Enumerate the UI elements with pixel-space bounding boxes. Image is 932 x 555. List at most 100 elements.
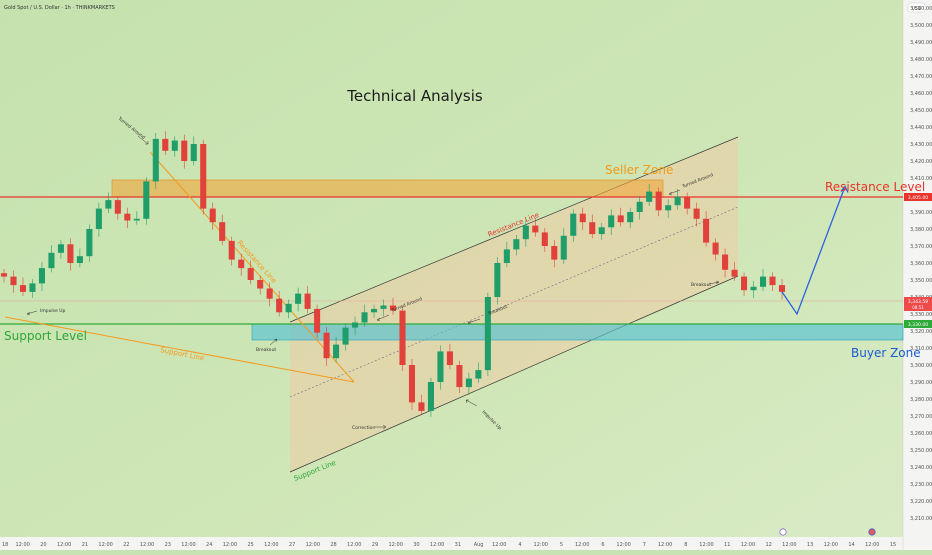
candle-body bbox=[636, 201, 643, 212]
candle bbox=[10, 270, 17, 293]
time-tick-label: 29 bbox=[372, 542, 378, 548]
candle-body bbox=[29, 283, 36, 292]
price-tick-label: 3,360.00 bbox=[910, 261, 932, 267]
projection-path bbox=[781, 185, 849, 316]
resistance-level-label: Resistance Level bbox=[825, 180, 925, 194]
arrow-correction bbox=[375, 424, 387, 430]
candle-body bbox=[105, 200, 112, 209]
event-marker-icon[interactable] bbox=[779, 528, 787, 536]
time-tick-label: 12:00 bbox=[741, 542, 755, 548]
candle-body bbox=[124, 213, 131, 221]
candle-body bbox=[494, 263, 501, 297]
time-tick-label: 24 bbox=[206, 542, 212, 548]
price-tick-label: 3,230.00 bbox=[910, 482, 932, 488]
time-tick-label: 12:00 bbox=[306, 542, 320, 548]
arrow-breakout-1 bbox=[269, 338, 278, 346]
chart-title: Technical Analysis bbox=[346, 87, 483, 105]
time-tick-label: 12:00 bbox=[492, 542, 506, 548]
price-tick-label: 3,220.00 bbox=[910, 499, 932, 505]
candle-body bbox=[228, 240, 235, 260]
candle bbox=[171, 136, 178, 157]
candle-body bbox=[389, 305, 397, 311]
candle bbox=[162, 131, 169, 156]
price-tick-label: 3,370.00 bbox=[910, 244, 932, 250]
candle bbox=[418, 394, 425, 416]
candle-body bbox=[513, 239, 520, 250]
symbol-title: Gold Spot / U.S. Dollar · 1h · THINKMARK… bbox=[4, 5, 115, 11]
candle bbox=[503, 241, 510, 268]
candle bbox=[143, 177, 150, 225]
candle bbox=[636, 195, 643, 220]
candle-body bbox=[570, 213, 577, 236]
candle-body bbox=[361, 312, 368, 323]
candle-body bbox=[152, 138, 159, 182]
candle bbox=[114, 195, 121, 220]
price-tick-label: 3,390.00 bbox=[910, 210, 932, 216]
time-tick-label: 12:00 bbox=[181, 542, 195, 548]
time-tick-label: 6 bbox=[601, 542, 604, 548]
time-tick-label: 12:00 bbox=[264, 542, 278, 548]
candle-body bbox=[114, 200, 121, 214]
candle-body bbox=[190, 144, 197, 161]
time-tick-label: 12:00 bbox=[16, 542, 30, 548]
candle-body bbox=[143, 181, 150, 219]
candle bbox=[276, 291, 283, 317]
candle-body bbox=[276, 298, 283, 313]
candle bbox=[67, 238, 74, 271]
arrow-breakout-2 bbox=[467, 318, 481, 325]
time-tick-label: 14 bbox=[848, 542, 854, 548]
candle-body bbox=[579, 213, 586, 223]
candle-body bbox=[484, 297, 491, 371]
candle bbox=[19, 277, 27, 297]
candle-body bbox=[314, 308, 321, 333]
time-tick-label: 31 bbox=[455, 542, 461, 548]
candle bbox=[219, 214, 226, 246]
candle bbox=[722, 248, 729, 278]
candle bbox=[570, 209, 577, 242]
candle-body bbox=[456, 365, 463, 388]
currency-badge-box[interactable] bbox=[907, 2, 926, 13]
candle bbox=[314, 304, 321, 339]
candle bbox=[209, 202, 216, 230]
buyer-zone-label: Buyer Zone bbox=[851, 346, 921, 360]
flag-marker-icon[interactable] bbox=[868, 528, 876, 536]
candle bbox=[475, 362, 482, 383]
time-tick-label: 12:00 bbox=[782, 542, 796, 548]
candle-body bbox=[741, 276, 748, 291]
candle-body bbox=[133, 218, 140, 221]
time-tick-label: 12:00 bbox=[658, 542, 672, 548]
support-price-tag-box bbox=[904, 320, 932, 328]
candle-body bbox=[703, 218, 710, 243]
candle bbox=[674, 189, 681, 210]
candle bbox=[655, 187, 662, 217]
annotation-arrows bbox=[26, 135, 720, 430]
candle-body bbox=[674, 196, 681, 206]
candle-body bbox=[589, 222, 596, 235]
candle-body bbox=[731, 269, 738, 277]
time-tick-label: 20 bbox=[40, 542, 46, 548]
candle-body bbox=[257, 280, 264, 289]
candle-body bbox=[57, 244, 64, 253]
arrow-impulse-up-2 bbox=[465, 399, 478, 407]
time-tick-label: 12:00 bbox=[140, 542, 154, 548]
breakout-label-1: Breakout bbox=[256, 347, 276, 353]
current-price-countdown: 08:51 bbox=[912, 305, 924, 310]
candle bbox=[750, 280, 757, 298]
price-tick-label: 3,470.00 bbox=[910, 74, 932, 80]
candle bbox=[427, 377, 434, 417]
candle bbox=[551, 240, 558, 268]
candle bbox=[522, 219, 529, 247]
candle bbox=[494, 257, 501, 305]
candle bbox=[105, 192, 112, 213]
candle bbox=[646, 183, 653, 207]
time-axis: 18 12:00 20 12:00 21 12:00 22 12:00 23 12:00 24 12:… bbox=[2, 542, 896, 548]
candle bbox=[513, 234, 520, 256]
time-tick-label: 23 bbox=[165, 542, 171, 548]
candle-body bbox=[418, 402, 425, 411]
time-tick-label: 7 bbox=[643, 542, 646, 548]
candle-body bbox=[465, 378, 472, 388]
time-tick-label: 12:00 bbox=[824, 542, 838, 548]
candle-body bbox=[181, 140, 188, 161]
candle-body bbox=[67, 244, 74, 263]
